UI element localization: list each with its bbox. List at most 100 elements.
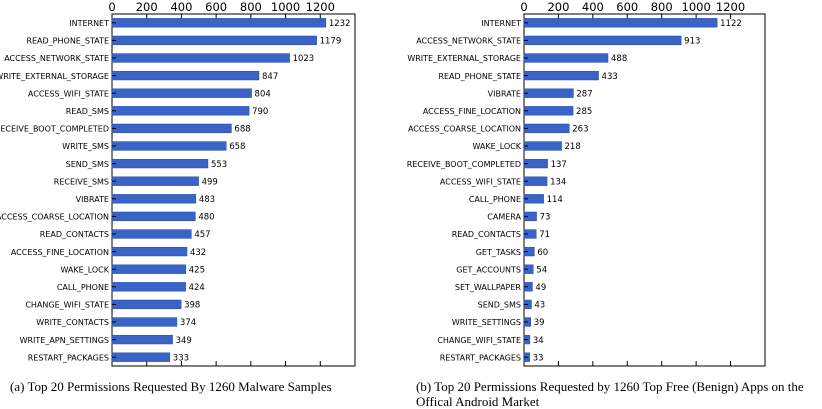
category-label: WRITE_SMS — [62, 142, 109, 151]
bar-access-coarse-location — [111, 211, 196, 222]
category-label: CALL_PHONE — [469, 195, 521, 204]
value-label: 433 — [602, 72, 618, 82]
value-label: 49 — [535, 283, 546, 293]
bar-vibrate — [523, 88, 574, 98]
value-label: 658 — [229, 142, 245, 152]
value-label: 457 — [194, 230, 210, 240]
category-label: GET_ACCOUNTS — [456, 265, 521, 274]
value-label: 553 — [211, 160, 227, 170]
x-tick-label: 400 — [170, 0, 192, 14]
category-label: VIBRATE — [488, 89, 521, 98]
x-tick-label: 800 — [240, 0, 262, 14]
value-label: 425 — [189, 265, 205, 275]
value-label: 263 — [572, 125, 588, 135]
category-label: WAKE_LOCK — [60, 265, 109, 274]
value-label: 218 — [565, 142, 581, 152]
x-tick-label: 400 — [582, 0, 604, 14]
x-tick-label: 600 — [205, 0, 227, 14]
value-label: 913 — [684, 37, 700, 47]
value-label: 73 — [540, 213, 551, 223]
bar-vibrate — [111, 194, 197, 204]
bar-access-fine-location — [523, 106, 574, 116]
value-label: 688 — [234, 125, 250, 135]
bar-receive-sms — [111, 176, 199, 186]
category-label: INTERNET — [481, 19, 521, 28]
x-tick-label: 600 — [616, 0, 638, 14]
category-label: RECEIVE_BOOT_COMPLETED — [407, 160, 521, 169]
bar-write-external-storage — [523, 53, 609, 63]
value-label: 43 — [534, 301, 545, 311]
value-label: 424 — [189, 283, 205, 293]
category-label: ACCESS_COARSE_LOCATION — [0, 213, 109, 222]
bar-access-coarse-location — [523, 123, 570, 134]
x-tick-label: 0 — [520, 0, 527, 14]
bar-write-contacts — [111, 317, 178, 327]
x-tick-label: 1000 — [271, 0, 300, 14]
chart-panel-1: 0 200 400 600 800 1000 1200 INTERNET 1122 ACCESS_… — [407, 0, 766, 367]
value-label: 285 — [576, 107, 592, 117]
bar-read-phone-state — [111, 35, 317, 46]
category-label: WRITE_SETTINGS — [452, 318, 521, 327]
category-label: ACCESS_WIFI_STATE — [28, 89, 109, 98]
category-label: READ_CONTACTS — [40, 230, 109, 239]
bar-restart-packages — [111, 352, 171, 362]
x-tick-label: 200 — [136, 0, 158, 14]
category-label: READ_CONTACTS — [452, 230, 521, 239]
category-label: ACCESS_COARSE_LOCATION — [408, 125, 521, 134]
x-tick-label: 1200 — [716, 0, 745, 14]
bar-wake-lock — [111, 264, 187, 274]
bar-send-sms — [111, 158, 209, 169]
category-label: SEND_SMS — [478, 301, 521, 310]
category-label: CHANGE_WIFI_STATE — [437, 336, 521, 345]
category-label: CHANGE_WIFI_STATE — [25, 301, 109, 310]
category-label: VIBRATE — [76, 195, 109, 204]
category-label: GET_TASKS — [476, 248, 521, 257]
value-label: 398 — [184, 301, 200, 311]
category-label: RECEIVE_SMS — [54, 177, 109, 186]
value-label: 488 — [611, 54, 627, 64]
category-label: ACCESS_NETWORK_STATE — [4, 54, 109, 63]
bar-access-network-state — [111, 53, 290, 63]
caption-malware-chart: (a) Top 20 Permissions Requested By 1260… — [10, 379, 332, 394]
bar-write-sms — [111, 141, 227, 151]
value-label: 483 — [199, 195, 215, 205]
category-label: ACCESS_FINE_LOCATION — [423, 107, 521, 116]
bar-access-network-state — [523, 35, 682, 46]
category-label: WRITE_EXTERNAL_STORAGE — [0, 72, 109, 81]
category-label: ACCESS_FINE_LOCATION — [11, 248, 109, 257]
value-label: 287 — [576, 89, 592, 99]
bar-write-external-storage — [111, 70, 260, 81]
category-label: RECEIVE_BOOT_COMPLETED — [0, 125, 109, 134]
value-label: 54 — [536, 265, 547, 275]
bar-write-apn-settings — [111, 334, 173, 345]
category-label: READ_SMS — [66, 107, 109, 116]
x-tick-label: 200 — [547, 0, 569, 14]
plot-frame — [111, 13, 356, 367]
bar-read-phone-state — [523, 70, 599, 81]
plot-frame — [523, 13, 766, 367]
value-label: 134 — [550, 177, 566, 187]
category-label: WRITE_APN_SETTINGS — [20, 336, 109, 345]
category-label: CAMERA — [487, 213, 521, 222]
value-label: 790 — [252, 107, 268, 117]
value-label: 374 — [180, 318, 196, 328]
value-label: 60 — [537, 248, 548, 258]
category-label: SET_WALLPAPER — [455, 283, 522, 292]
category-label: INTERNET — [69, 19, 109, 28]
category-label: RESTART_PACKAGES — [440, 353, 521, 362]
chart-panel-0: 0 200 400 600 800 1000 1200 INTERNET 1232 READ_PH… — [0, 0, 356, 367]
value-label: 34 — [533, 336, 544, 346]
bar-internet — [523, 18, 718, 28]
bar-receive-boot-completed — [111, 123, 232, 134]
category-label: READ_PHONE_STATE — [26, 37, 109, 46]
category-label: WRITE_EXTERNAL_STORAGE — [407, 54, 521, 63]
x-tick-label: 1200 — [306, 0, 335, 14]
x-tick-label: 0 — [108, 0, 115, 14]
bar-internet — [111, 18, 327, 28]
bar-change-wifi-state — [111, 299, 182, 310]
value-label: 333 — [173, 353, 189, 363]
value-label: 114 — [547, 195, 563, 205]
category-label: SEND_SMS — [66, 160, 109, 169]
value-label: 349 — [176, 336, 192, 346]
